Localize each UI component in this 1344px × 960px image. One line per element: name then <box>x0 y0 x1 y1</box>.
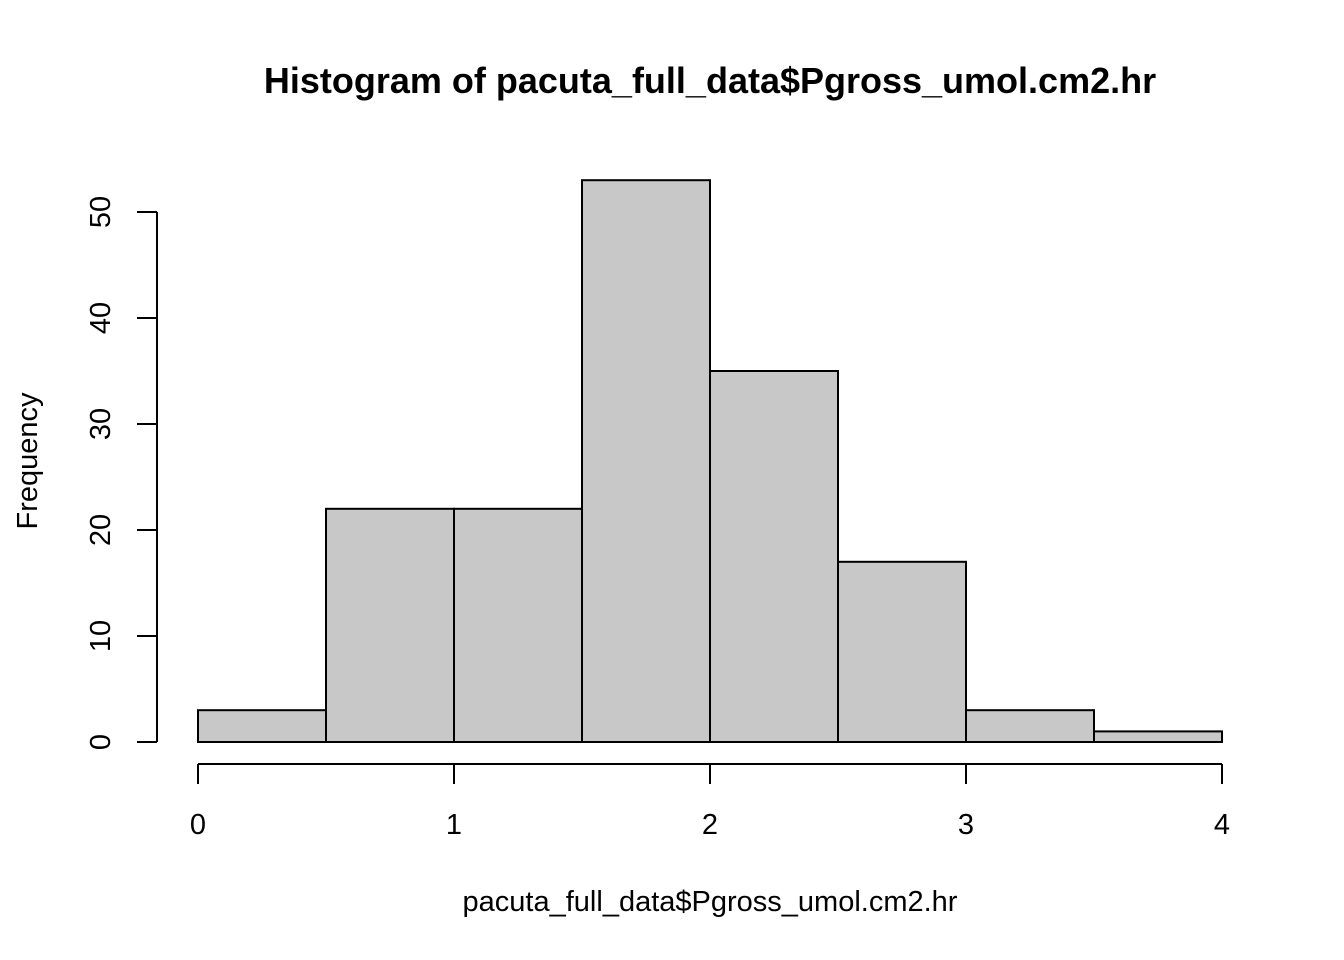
histogram-bar <box>709 370 839 743</box>
x-tick-label: 3 <box>958 809 974 841</box>
histogram-bar <box>581 179 711 743</box>
histogram-bar <box>1093 730 1223 744</box>
y-axis-label: Frequency <box>12 392 44 530</box>
x-axis: 0 1 2 3 4 <box>190 763 1230 841</box>
x-tick-label: 1 <box>446 809 462 841</box>
histogram-bar <box>197 709 327 744</box>
chart-title: Histogram of pacuta_full_data$Pgross_umo… <box>264 60 1156 101</box>
y-tick-label: 30 <box>85 408 117 440</box>
x-tick-label: 4 <box>1214 809 1230 841</box>
x-tick-label: 0 <box>190 809 206 841</box>
bars-group <box>197 179 1223 744</box>
histogram-bar <box>965 709 1095 744</box>
y-tick-label: 10 <box>85 620 117 652</box>
histogram-bar <box>837 560 967 743</box>
y-tick-label: 50 <box>85 196 117 228</box>
x-tick-label: 2 <box>702 809 718 841</box>
y-tick-label: 0 <box>85 734 117 750</box>
histogram-bar <box>453 507 583 743</box>
y-tick-label: 20 <box>85 514 117 546</box>
y-tick-label: 40 <box>85 302 117 334</box>
y-axis: 0 10 20 30 40 50 <box>85 196 158 750</box>
x-axis-label: pacuta_full_data$Pgross_umol.cm2.hr <box>463 886 958 918</box>
histogram-bar <box>325 507 455 743</box>
